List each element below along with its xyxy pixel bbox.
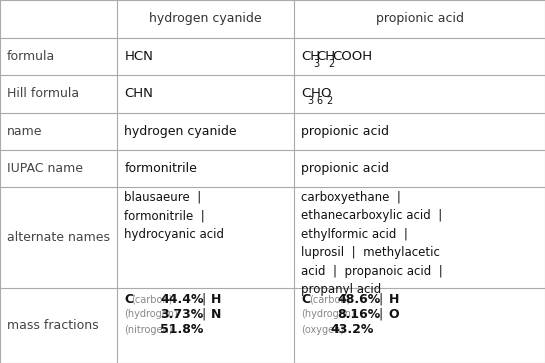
Text: (nitrogen): (nitrogen) — [124, 325, 173, 335]
Text: C: C — [301, 87, 311, 100]
Text: propionic acid: propionic acid — [301, 125, 389, 138]
Text: C: C — [124, 293, 134, 306]
Text: N: N — [211, 308, 222, 321]
Text: 43.2%: 43.2% — [330, 323, 374, 336]
Text: |: | — [379, 308, 383, 321]
Text: CHN: CHN — [124, 87, 153, 100]
Text: carboxyethane  |
ethanecarboxylic acid  |
ethylformic acid  |
luprosil  |  methy: carboxyethane | ethanecarboxylic acid | … — [301, 191, 443, 296]
Text: (hydrogen): (hydrogen) — [301, 310, 355, 319]
Text: propionic acid: propionic acid — [301, 162, 389, 175]
Text: (carbon): (carbon) — [131, 294, 173, 304]
Text: (hydrogen): (hydrogen) — [124, 310, 178, 319]
Text: 48.6%: 48.6% — [338, 293, 381, 306]
Text: O: O — [320, 87, 330, 100]
Text: (oxygen): (oxygen) — [301, 325, 344, 335]
Text: 3: 3 — [307, 96, 313, 106]
Text: formula: formula — [7, 50, 56, 63]
Text: H: H — [311, 87, 320, 100]
Text: C: C — [301, 293, 311, 306]
Text: alternate names: alternate names — [7, 231, 110, 244]
Text: blausaeure  |
formonitrile  |
hydrocyanic acid: blausaeure | formonitrile | hydrocyanic … — [124, 191, 224, 241]
Text: |: | — [202, 308, 206, 321]
Text: 3: 3 — [313, 59, 319, 69]
Text: COOH: COOH — [332, 50, 372, 63]
Text: HCN: HCN — [124, 50, 153, 63]
Text: mass fractions: mass fractions — [7, 319, 99, 332]
Text: H: H — [389, 293, 399, 306]
Text: H: H — [211, 293, 222, 306]
Text: propionic acid: propionic acid — [376, 12, 464, 25]
Text: O: O — [389, 308, 399, 321]
Text: Hill formula: Hill formula — [7, 87, 79, 100]
Text: name: name — [7, 125, 43, 138]
Text: 2: 2 — [329, 59, 335, 69]
Text: formonitrile: formonitrile — [124, 162, 197, 175]
Text: |: | — [379, 293, 383, 306]
Text: hydrogen cyanide: hydrogen cyanide — [124, 125, 237, 138]
Text: 44.4%: 44.4% — [161, 293, 204, 306]
Text: 2: 2 — [326, 96, 332, 106]
Text: 8.16%: 8.16% — [337, 308, 380, 321]
Text: CH: CH — [301, 50, 320, 63]
Text: 51.8%: 51.8% — [160, 323, 204, 336]
Text: IUPAC name: IUPAC name — [7, 162, 83, 175]
Text: 6: 6 — [317, 96, 323, 106]
Text: (carbon): (carbon) — [308, 294, 350, 304]
Text: |: | — [202, 293, 206, 306]
Text: 3.73%: 3.73% — [160, 308, 203, 321]
Text: hydrogen cyanide: hydrogen cyanide — [149, 12, 262, 25]
Text: CH: CH — [317, 50, 336, 63]
